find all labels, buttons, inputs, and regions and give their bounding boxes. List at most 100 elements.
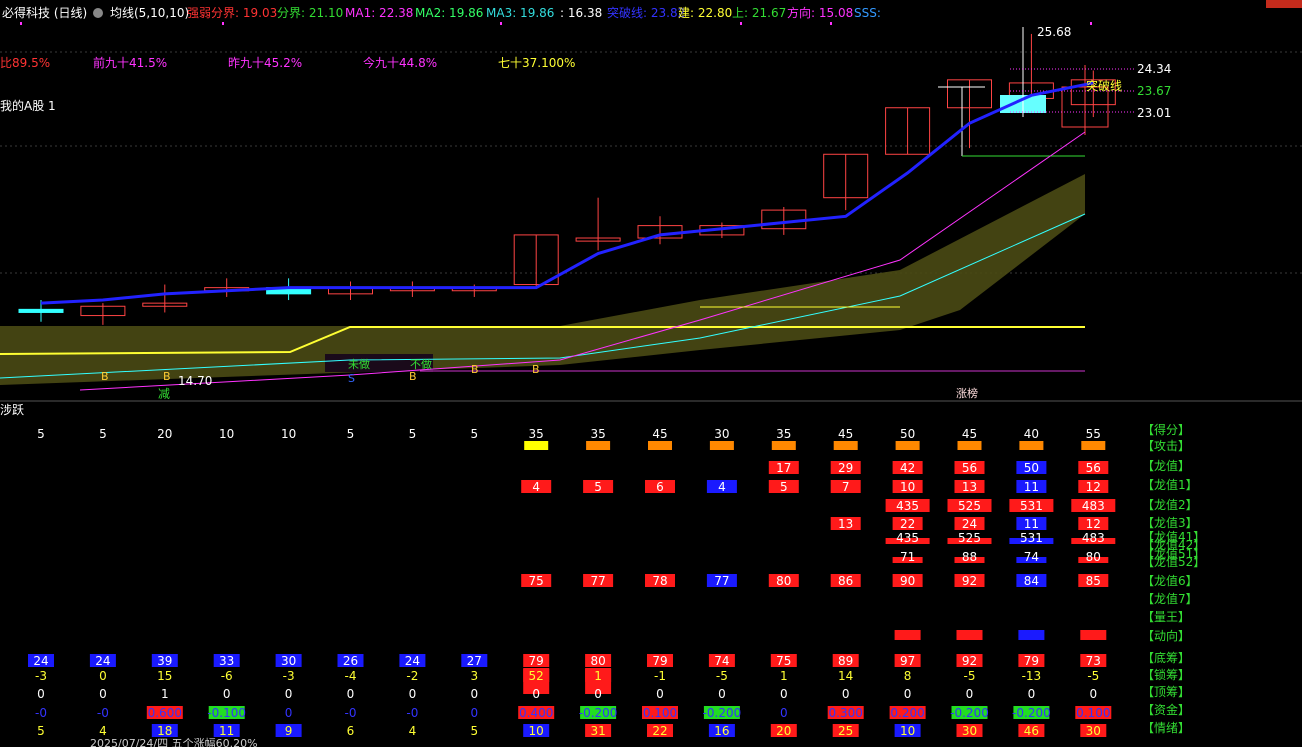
row-label: 【锁筹】	[1142, 667, 1190, 682]
price-grid	[0, 51, 1302, 274]
table-cell-bg	[647, 654, 673, 667]
header-indicator: 上: 21.67	[732, 6, 786, 20]
table-cell-bg	[1078, 517, 1109, 530]
table-cell-bg	[827, 706, 864, 719]
limit-up-mark: 涨榜	[956, 386, 978, 400]
table-cell: 1	[780, 669, 788, 683]
table-cell-bg	[770, 654, 797, 667]
header-indicator: MA2: 19.86	[415, 6, 483, 20]
table-cell: -0.200	[1012, 706, 1051, 720]
table-cell: 0	[780, 687, 788, 701]
header-indicator: 突破线: 23.82	[607, 5, 685, 20]
table-cell-bg	[830, 517, 861, 530]
table-cell: 84	[1024, 574, 1039, 588]
table-cell: 33	[219, 654, 234, 668]
table-cell-bg	[706, 574, 737, 587]
table-cell: -6	[221, 669, 233, 683]
attack-bar	[895, 441, 920, 450]
buy-mark: B	[409, 370, 417, 383]
table-cell: 75	[529, 574, 544, 588]
table-cell: 42	[900, 461, 915, 475]
stat-label: 比89.5%	[0, 56, 50, 70]
table-cell: 18	[157, 724, 172, 738]
table-cell: 80	[590, 654, 605, 668]
table-cell: 22	[900, 517, 915, 531]
attack-bar	[771, 441, 796, 450]
table-cell-bg	[1016, 574, 1047, 587]
table-cell: 24	[962, 517, 977, 531]
table-cell: 0	[1089, 687, 1097, 701]
table-cell-bg	[399, 654, 426, 667]
table-cell-bg	[708, 654, 735, 667]
candle-body	[513, 234, 559, 286]
table-cell: -5	[964, 669, 976, 683]
header-indicator: 分界: 21.10	[277, 6, 343, 20]
table-cell: 90	[900, 574, 915, 588]
header-indicator: 强弱分界: 19.03	[187, 6, 277, 20]
table-cell: -0	[97, 706, 109, 720]
table-cell: 0	[966, 687, 974, 701]
table-cell: 5	[780, 480, 788, 494]
settings-icon[interactable]	[93, 8, 103, 18]
table-cell: 27	[467, 654, 482, 668]
table-cell: 0	[532, 687, 540, 701]
table-cell: 35	[776, 427, 791, 441]
table-cell: 0.400	[519, 706, 553, 720]
row-label: 【得分】	[1142, 422, 1190, 437]
table-cell: 25	[838, 724, 853, 738]
table-cell: 6	[347, 724, 355, 738]
table-cell: 10	[219, 427, 234, 441]
dongxiang-bar	[956, 630, 983, 640]
table-cell: 26	[343, 654, 358, 668]
table-cell-bg	[521, 480, 552, 493]
close-button[interactable]	[1266, 0, 1302, 8]
table-cell: 22	[652, 724, 667, 738]
table-cell-bg	[461, 654, 488, 667]
table-cell-bg	[585, 654, 612, 667]
header-indicator: MA3: 19.86	[486, 6, 554, 20]
table-cell-bg	[521, 574, 552, 587]
high-price-label: 25.68	[1037, 25, 1071, 39]
table-cell: 46	[1024, 724, 1039, 738]
table-cell: 29	[838, 461, 853, 475]
stat-label: 今九十44.8%	[363, 55, 437, 70]
table-cell: 1	[594, 669, 602, 683]
table-cell: 4	[718, 480, 726, 494]
table-cell-bg	[947, 538, 992, 544]
table-cell: 0	[285, 687, 293, 701]
table-cell: 79	[1024, 654, 1039, 668]
attack-bar	[586, 441, 611, 450]
table-cell: 14	[838, 669, 853, 683]
table-cell: 531	[1020, 531, 1043, 545]
table-cell-bg	[583, 574, 614, 587]
reduce-mark: 减	[158, 387, 170, 401]
table-cell: 16	[714, 724, 729, 738]
table-cell: 10	[900, 724, 915, 738]
table-cell: 0	[656, 687, 664, 701]
table-cell-bg	[951, 706, 988, 719]
table-cell: 483	[1082, 499, 1105, 513]
table-cell-bg	[706, 480, 737, 493]
table-cell-bg	[894, 724, 921, 737]
table-cell-bg	[1009, 499, 1054, 512]
table-cell: 86	[838, 574, 853, 588]
table-cell: 435	[896, 499, 919, 513]
table-cell: -0.200	[703, 706, 742, 720]
header-indicator: MA1: 22.38	[345, 6, 413, 20]
table-cell: 13	[962, 480, 977, 494]
table-cell-bg	[1078, 574, 1109, 587]
table-cell-bg	[28, 654, 54, 667]
table-cell-bg	[1016, 480, 1047, 493]
table-cell: 92	[962, 654, 977, 668]
table-cell: 45	[838, 427, 853, 441]
dongxiang-bar	[894, 630, 921, 640]
table-cell: 39	[157, 654, 172, 668]
table-cell: 531	[1020, 499, 1043, 513]
stats-row: 比89.5% 前九十41.5% 昨九十45.2% 今九十44.8% 七十37.100%	[0, 55, 575, 70]
candle-body	[18, 308, 64, 313]
table-cell: 79	[529, 654, 544, 668]
table-cell-bg	[954, 480, 985, 493]
row-label: 【龙值51】	[1142, 546, 1205, 561]
table-cell-bg	[1080, 654, 1107, 667]
